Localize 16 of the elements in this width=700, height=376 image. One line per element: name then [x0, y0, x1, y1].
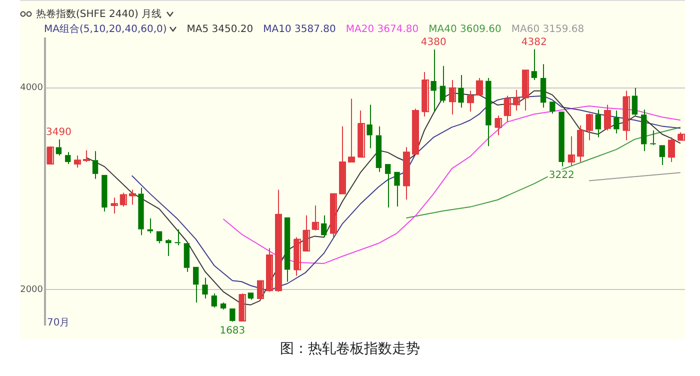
annotation: 3490 [46, 126, 72, 138]
text: MA5 3450.20 [186, 24, 254, 34]
text: MA20 3674.80 [346, 24, 419, 34]
y-tick-label: 2000 [20, 285, 44, 296]
annotation: 70月 [47, 318, 70, 329]
annotation: 3222 [548, 170, 574, 181]
annotation: 4382 [521, 36, 547, 48]
annotation: 4380 [420, 37, 446, 48]
annotation: 1683 [220, 325, 246, 336]
text: MA10 3587.80 [263, 24, 336, 34]
text: MA40 3609.60 [428, 24, 502, 34]
y-tick-label: 4000 [20, 83, 44, 94]
text: 图：热轧卷板指数走势 [279, 340, 421, 358]
text: MA60 3159.68 [511, 24, 584, 34]
chart-subtitle: 热卷指数(SHFE 2440) 月线 [36, 8, 162, 21]
legend-title: MA组合(5,10,20,40,60,0) [44, 23, 167, 36]
